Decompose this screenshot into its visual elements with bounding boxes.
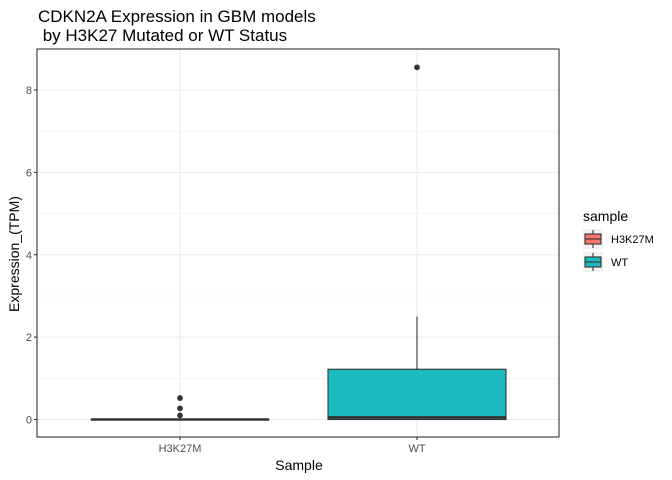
box-body: [327, 368, 507, 421]
outlier-point: [177, 405, 183, 412]
legend-item-h3k27m: H3K27M: [583, 229, 654, 249]
outlier-point: [177, 395, 183, 401]
y-axis-label: Expression_(TPM): [6, 196, 22, 312]
legend-label: WT: [611, 257, 628, 269]
y-tick-label: 6: [26, 167, 32, 179]
legend-label: H3K27M: [611, 234, 654, 246]
legend: sample H3K27M WT: [583, 208, 654, 272]
x-tick-label: H3K27M: [159, 443, 202, 455]
panel-border: [36, 48, 560, 438]
outlier-point: [414, 64, 420, 71]
y-tick-label: 8: [26, 85, 32, 97]
y-tick-label: 0: [26, 415, 32, 427]
chart-title: CDKN2A Expression in GBM models by H3K27…: [38, 7, 316, 45]
chart-title-line-2: by H3K27 Mutated or WT Status: [38, 26, 287, 45]
y-tick-label: 4: [26, 250, 32, 262]
legend-title: sample: [583, 208, 628, 224]
box-wt: [327, 64, 507, 421]
box-h3k27m: [90, 395, 270, 421]
chart-title-line-1: CDKN2A Expression in GBM models: [38, 7, 316, 26]
y-tick-label: 2: [26, 332, 32, 344]
x-axis-label: Sample: [275, 457, 323, 473]
plot-area: 0 2 4 6 8 H3K27M WT: [26, 48, 560, 455]
outlier-point: [177, 412, 183, 419]
x-tick-label: WT: [408, 443, 425, 455]
legend-item-wt: WT: [583, 252, 628, 272]
